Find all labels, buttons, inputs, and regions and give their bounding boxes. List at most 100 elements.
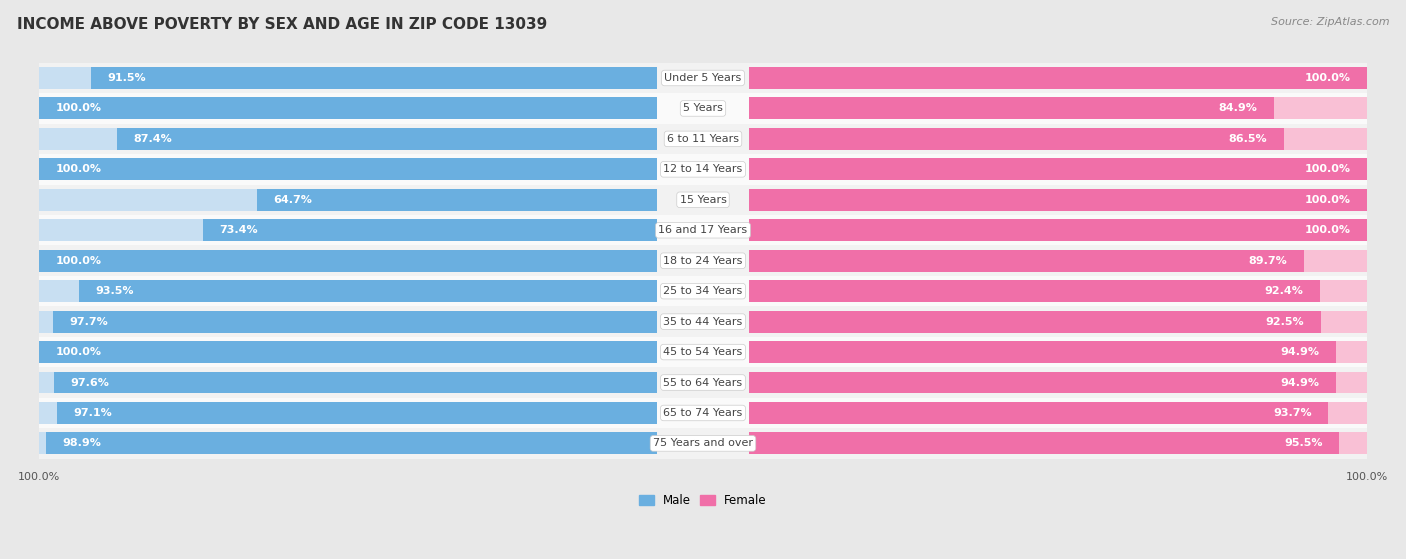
Text: 97.1%: 97.1% [73, 408, 112, 418]
Bar [749, 311, 1367, 333]
Bar [749, 67, 1367, 89]
Bar [56, 402, 657, 424]
Text: 6 to 11 Years: 6 to 11 Years [666, 134, 740, 144]
Text: 97.6%: 97.6% [70, 377, 110, 387]
Bar [39, 158, 657, 181]
Text: 16 and 17 Years: 16 and 17 Years [658, 225, 748, 235]
Text: 93.5%: 93.5% [96, 286, 134, 296]
Bar [39, 124, 1367, 154]
Bar [39, 93, 1367, 124]
Text: 75 Years and over: 75 Years and over [652, 438, 754, 448]
Text: 89.7%: 89.7% [1249, 255, 1286, 266]
Bar [39, 372, 657, 394]
Bar [39, 189, 657, 211]
Bar [749, 250, 1367, 272]
Text: 86.5%: 86.5% [1229, 134, 1267, 144]
Text: 18 to 24 Years: 18 to 24 Years [664, 255, 742, 266]
Bar [749, 433, 1367, 454]
Bar [39, 154, 1367, 184]
Bar [39, 341, 657, 363]
Bar [39, 250, 657, 272]
Bar [749, 311, 1322, 333]
Text: 92.4%: 92.4% [1265, 286, 1303, 296]
Bar [39, 219, 657, 241]
Text: 93.7%: 93.7% [1272, 408, 1312, 418]
Bar [53, 311, 657, 333]
Bar [749, 280, 1367, 302]
Text: 94.9%: 94.9% [1279, 347, 1319, 357]
Bar [53, 372, 657, 394]
Text: 65 to 74 Years: 65 to 74 Years [664, 408, 742, 418]
Text: 95.5%: 95.5% [1284, 438, 1323, 448]
Bar [39, 63, 1367, 93]
Text: 100.0%: 100.0% [55, 164, 101, 174]
Text: 100.0%: 100.0% [1305, 225, 1351, 235]
Text: 87.4%: 87.4% [134, 134, 172, 144]
Bar [45, 433, 657, 454]
Bar [39, 245, 1367, 276]
Bar [39, 341, 657, 363]
Text: 64.7%: 64.7% [273, 195, 312, 205]
Bar [749, 250, 1303, 272]
Bar [749, 97, 1274, 120]
Text: 98.9%: 98.9% [62, 438, 101, 448]
Text: 25 to 34 Years: 25 to 34 Years [664, 286, 742, 296]
Text: INCOME ABOVE POVERTY BY SEX AND AGE IN ZIP CODE 13039: INCOME ABOVE POVERTY BY SEX AND AGE IN Z… [17, 17, 547, 32]
Bar [749, 372, 1336, 394]
Text: 94.9%: 94.9% [1279, 377, 1319, 387]
Bar [91, 67, 657, 89]
Text: 5 Years: 5 Years [683, 103, 723, 113]
Bar [39, 184, 1367, 215]
Bar [39, 215, 1367, 245]
Text: 45 to 54 Years: 45 to 54 Years [664, 347, 742, 357]
Bar [39, 428, 1367, 458]
Bar [39, 128, 657, 150]
Bar [749, 433, 1340, 454]
Bar [39, 250, 657, 272]
Bar [749, 97, 1367, 120]
Bar [39, 402, 657, 424]
Bar [257, 189, 657, 211]
Text: 100.0%: 100.0% [55, 103, 101, 113]
Bar [749, 219, 1367, 241]
Bar [39, 398, 1367, 428]
Text: 91.5%: 91.5% [108, 73, 146, 83]
Bar [749, 372, 1367, 394]
Bar [202, 219, 657, 241]
Bar [749, 280, 1320, 302]
Text: 100.0%: 100.0% [55, 347, 101, 357]
Bar [749, 189, 1367, 211]
Bar [79, 280, 657, 302]
Text: 35 to 44 Years: 35 to 44 Years [664, 316, 742, 326]
Bar [117, 128, 657, 150]
Bar [39, 67, 657, 89]
Bar [749, 158, 1367, 181]
Bar [39, 433, 657, 454]
Bar [749, 402, 1329, 424]
Bar [749, 189, 1367, 211]
Bar [39, 337, 1367, 367]
Text: 100.0%: 100.0% [1305, 73, 1351, 83]
Text: 55 to 64 Years: 55 to 64 Years [664, 377, 742, 387]
Bar [749, 128, 1284, 150]
Text: 97.7%: 97.7% [69, 316, 108, 326]
Bar [749, 158, 1367, 181]
Bar [39, 97, 657, 120]
Bar [39, 280, 657, 302]
Text: 100.0%: 100.0% [1305, 164, 1351, 174]
Text: Under 5 Years: Under 5 Years [665, 73, 741, 83]
Bar [39, 158, 657, 181]
Text: 100.0%: 100.0% [1305, 195, 1351, 205]
Text: 84.9%: 84.9% [1219, 103, 1257, 113]
Text: 15 Years: 15 Years [679, 195, 727, 205]
Bar [39, 311, 657, 333]
Bar [749, 341, 1367, 363]
Bar [39, 97, 657, 120]
Legend: Male, Female: Male, Female [634, 490, 772, 512]
Bar [749, 128, 1367, 150]
Bar [749, 219, 1367, 241]
Text: 12 to 14 Years: 12 to 14 Years [664, 164, 742, 174]
Text: 73.4%: 73.4% [219, 225, 259, 235]
Text: 92.5%: 92.5% [1265, 316, 1305, 326]
Bar [749, 402, 1367, 424]
